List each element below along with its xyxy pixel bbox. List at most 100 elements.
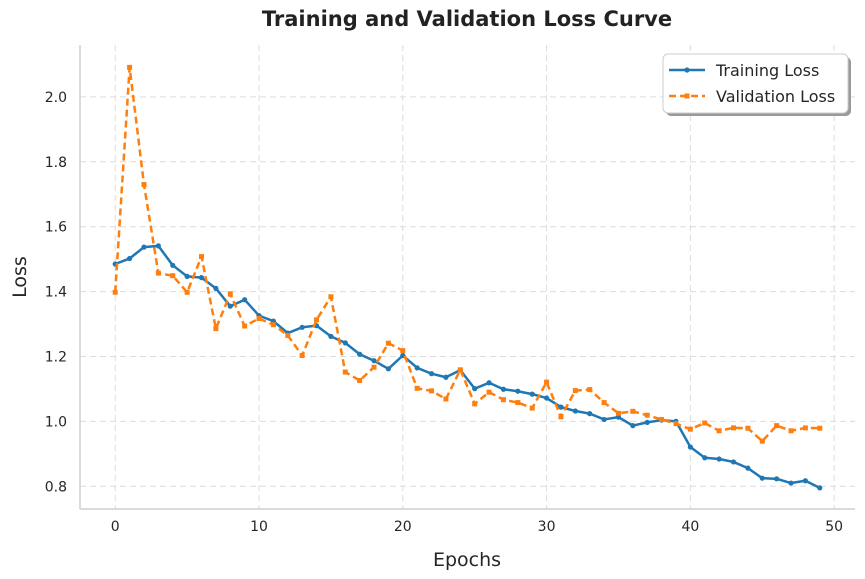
validation-loss-point — [673, 421, 679, 427]
training-loss-point — [198, 275, 205, 281]
training-loss-point — [759, 475, 765, 481]
validation-loss-series — [112, 64, 823, 444]
training-loss-point — [745, 465, 751, 471]
training-loss-point — [687, 444, 693, 450]
validation-loss-point — [687, 426, 693, 432]
ticks: 0 10 20 30 40 50 0.8 1.0 1.2 1.4 1.6 1.8 2.0 — [45, 90, 843, 535]
validation-loss-point — [702, 420, 708, 426]
validation-loss-point — [515, 400, 521, 406]
validation-loss-point — [500, 397, 506, 403]
validation-loss-point — [544, 379, 550, 385]
training-loss-point — [443, 374, 449, 380]
validation-loss-point — [558, 414, 564, 420]
validation-loss-point — [385, 340, 391, 346]
validation-loss-point — [486, 389, 492, 395]
legend: Training Loss Validation Loss — [662, 53, 851, 116]
validation-loss-point — [644, 412, 650, 418]
training-loss-point — [184, 273, 190, 279]
training-loss-point — [472, 386, 478, 392]
training-loss-point — [141, 244, 147, 250]
validation-loss-point — [429, 388, 435, 394]
training-loss-point — [730, 459, 737, 465]
training-loss-point — [127, 255, 133, 262]
validation-loss-point — [788, 428, 794, 434]
validation-loss-point — [285, 332, 291, 338]
training-loss-point — [615, 414, 622, 420]
y-tick-label: 1.4 — [45, 285, 67, 301]
y-tick-label: 1.0 — [45, 414, 67, 430]
chart-title: Training and Validation Loss Curve — [262, 7, 672, 31]
validation-loss-point — [314, 317, 320, 323]
training-loss-point — [299, 324, 305, 330]
validation-loss-point — [357, 378, 363, 384]
training-loss-point — [385, 366, 392, 372]
training-loss-point — [601, 416, 607, 423]
y-tick-label: 1.8 — [45, 155, 67, 171]
training-loss-point — [529, 391, 535, 397]
validation-loss-point — [242, 323, 248, 329]
training-loss-point — [170, 262, 176, 268]
validation-loss-point — [659, 416, 665, 422]
validation-loss-point — [457, 367, 463, 373]
validation-loss-point — [587, 387, 593, 393]
x-tick-label: 0 — [111, 519, 120, 535]
training-loss-point — [328, 333, 334, 339]
training-loss-point — [716, 456, 722, 462]
training-loss-point — [342, 340, 348, 346]
x-axis-label: Epochs — [433, 549, 501, 571]
training-loss-point — [774, 476, 780, 482]
training-loss-point — [500, 386, 507, 392]
validation-loss-point — [745, 425, 751, 431]
training-loss-point — [572, 408, 578, 414]
validation-loss-point — [414, 385, 420, 391]
validation-loss-point — [198, 254, 204, 260]
validation-loss-point — [615, 410, 621, 416]
training-loss-point — [227, 303, 233, 309]
validation-loss-point — [256, 316, 262, 322]
validation-loss-point — [716, 428, 722, 434]
validation-loss-point — [184, 289, 190, 295]
x-tick-label: 30 — [538, 519, 556, 535]
validation-loss-point — [127, 64, 133, 70]
x-tick-label: 10 — [250, 519, 268, 535]
training-loss-series — [112, 243, 823, 491]
y-tick-label: 1.6 — [45, 220, 67, 236]
training-loss-point — [587, 411, 593, 417]
validation-loss-point — [299, 353, 305, 359]
training-loss-point — [817, 485, 823, 491]
y-tick-label: 2.0 — [45, 90, 67, 106]
training-loss-point — [242, 297, 248, 303]
validation-loss-point — [342, 369, 348, 375]
training-loss-point — [630, 423, 636, 429]
training-loss-point — [486, 380, 492, 386]
legend-validation-label: Validation Loss — [716, 87, 835, 106]
validation-loss-point — [472, 401, 478, 407]
training-loss-point — [428, 371, 435, 377]
training-loss-point — [213, 285, 219, 291]
training-loss-point — [414, 365, 420, 371]
legend-validation-marker — [684, 93, 690, 99]
y-tick-label: 1.2 — [45, 349, 67, 365]
y-axis-label: Loss — [9, 256, 31, 298]
training-loss-line — [114, 244, 821, 490]
training-loss-point — [788, 480, 794, 486]
y-tick-label: 0.8 — [45, 479, 67, 495]
validation-loss-line — [113, 66, 820, 443]
training-loss-point — [558, 404, 564, 410]
validation-loss-point — [371, 364, 377, 370]
training-loss-point — [515, 388, 521, 394]
validation-loss-point — [155, 270, 161, 276]
series — [112, 64, 823, 491]
training-loss-point — [357, 351, 363, 357]
validation-loss-point — [141, 182, 147, 188]
training-loss-point — [802, 478, 808, 484]
validation-loss-point — [443, 396, 449, 402]
validation-loss-point — [213, 326, 219, 332]
validation-loss-point — [817, 425, 823, 431]
validation-loss-point — [802, 425, 808, 431]
legend-training-label: Training Loss — [715, 61, 819, 80]
training-loss-point — [543, 395, 550, 401]
validation-loss-point — [630, 408, 636, 414]
x-tick-label: 50 — [825, 519, 843, 535]
